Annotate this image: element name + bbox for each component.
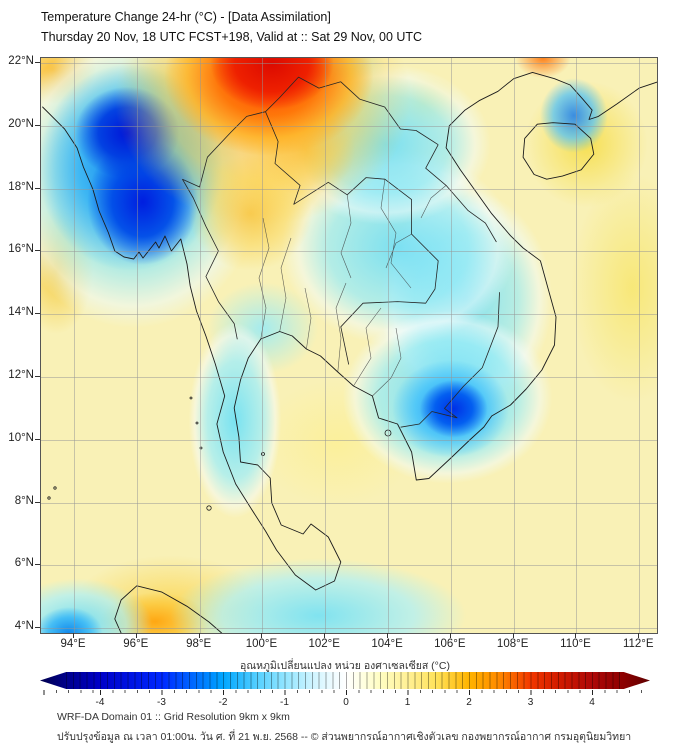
grid-line-vertical (74, 58, 76, 633)
lon-tick (324, 633, 326, 638)
lon-tick-label: 94°E (60, 638, 86, 650)
lon-tick (638, 633, 640, 638)
map-plot (40, 57, 658, 634)
island-mergui-1 (189, 396, 193, 400)
grid-line-horizontal (41, 251, 657, 253)
grid-line-vertical (513, 58, 515, 633)
colorbar-major-ticks (40, 690, 650, 695)
grid-line-horizontal (41, 188, 657, 190)
footer-update-info: ปรับปรุงข้อมูล ณ เวลา 01:00น. วัน ศ. ที่… (57, 730, 632, 743)
coastline-hainan (522, 122, 595, 180)
lon-tick-label: 108°E (496, 638, 529, 650)
grid-line-horizontal (41, 565, 657, 567)
lon-tick-label: 96°E (123, 638, 149, 650)
grid-line-vertical (450, 58, 452, 633)
footer: WRF-DA Domain 01 :: Grid Resolution 9km … (57, 708, 631, 748)
grid-line-horizontal (41, 314, 657, 316)
header: Temperature Change 24-hr (°C) - [Data As… (41, 7, 422, 47)
grid-line-vertical (262, 58, 264, 633)
lon-tick-label: 102°E (308, 638, 340, 650)
grid-line-horizontal (41, 628, 657, 630)
lon-tick (198, 633, 200, 638)
coastline-sumatra (114, 585, 223, 633)
coastlines-svg (42, 71, 657, 633)
colorbar-tick-label: -2 (218, 697, 228, 708)
island-andaman-2 (53, 486, 57, 490)
lon-tick (449, 633, 451, 638)
border-thailand-myanmar (182, 178, 238, 340)
grid-line-vertical (199, 58, 201, 633)
lat-tick-label: 14°N (8, 306, 34, 319)
grid-line-vertical (325, 58, 327, 633)
colorbar-tick-label: -3 (157, 697, 166, 708)
grid-line-horizontal (41, 439, 657, 441)
page-title: Temperature Change 24-hr (°C) - [Data As… (41, 10, 331, 24)
colorbar-label: อุณหภูมิเปลี่ยนแปลง หน่วย องศาเซลเซียส (… (240, 660, 450, 672)
lat-tick (35, 376, 40, 377)
lat-tick (35, 564, 40, 566)
lat-tick (35, 313, 40, 315)
grid-line-vertical (576, 58, 578, 633)
lat-tick-label: 22°N (8, 55, 34, 67)
colorbar-tick-label: 1 (404, 697, 411, 708)
lon-tick (73, 633, 75, 638)
province-lines (258, 179, 447, 397)
border-vietnam-cambodia (400, 292, 500, 428)
page-subtitle: Thursday 20 Nov, 18 UTC FCST+198, Valid … (41, 30, 423, 44)
lat-tick-label: 12°N (8, 369, 34, 381)
island-andaman-1 (47, 496, 51, 500)
lat-tick-label: 16°N (8, 243, 34, 256)
grid-line-vertical (639, 58, 641, 633)
footer-model-info: WRF-DA Domain 01 :: Grid Resolution 9km … (57, 711, 290, 723)
lat-tick (35, 438, 40, 440)
lon-tick (135, 633, 137, 638)
lat-tick-label: 8°N (14, 494, 34, 507)
lat-tick (35, 187, 40, 189)
grid-line-horizontal (41, 63, 657, 64)
lon-tick-label: 104°E (371, 638, 403, 650)
colorbar-tick-label: 4 (589, 697, 595, 708)
island-mergui-2 (195, 421, 199, 425)
coastline-mainland (42, 71, 657, 591)
lon-tick-label: 106°E (434, 638, 466, 650)
lat-tick (35, 124, 40, 126)
colorbar-tick-label: 2 (466, 697, 472, 708)
grid-line-vertical (388, 58, 390, 633)
border-north-network (182, 76, 439, 188)
colorbar-tick-label: 0 (343, 697, 349, 708)
lon-tick (387, 633, 389, 638)
lat-tick-label: 18°N (8, 180, 34, 193)
lat-tick-label: 10°N (8, 431, 34, 444)
lon-tick (512, 633, 514, 638)
border-laos-vietnam (425, 144, 497, 243)
lon-tick-label: 98°E (186, 638, 212, 650)
lat-tick-label: 6°N (14, 557, 34, 570)
colorbar-tick-label: -4 (95, 697, 105, 708)
lon-tick (575, 633, 577, 638)
lon-tick (261, 633, 263, 638)
lat-tick (35, 501, 40, 503)
island-phuket (206, 505, 212, 511)
lon-tick-label: 112°E (622, 638, 654, 650)
lon-tick-label: 110°E (560, 638, 591, 650)
colorbar-tick-label: -1 (280, 697, 289, 708)
grid-line-vertical (136, 58, 138, 633)
colorbar-tick-label: 3 (527, 697, 534, 708)
lat-tick-label: 4°N (14, 620, 34, 633)
lat-tick-label: 20°N (8, 117, 34, 130)
grid-line-horizontal (41, 502, 657, 504)
grid-line-horizontal (41, 125, 657, 127)
island-phu-quoc (384, 429, 392, 437)
lat-tick (35, 250, 40, 252)
border-thailand-laos-cambodia (265, 111, 439, 365)
colorbar-segments (66, 672, 624, 689)
lat-tick (35, 62, 40, 63)
lat-tick (35, 627, 40, 629)
colorbar (40, 672, 650, 689)
lon-tick-label: 100°E (245, 638, 278, 650)
grid-line-horizontal (41, 377, 657, 378)
